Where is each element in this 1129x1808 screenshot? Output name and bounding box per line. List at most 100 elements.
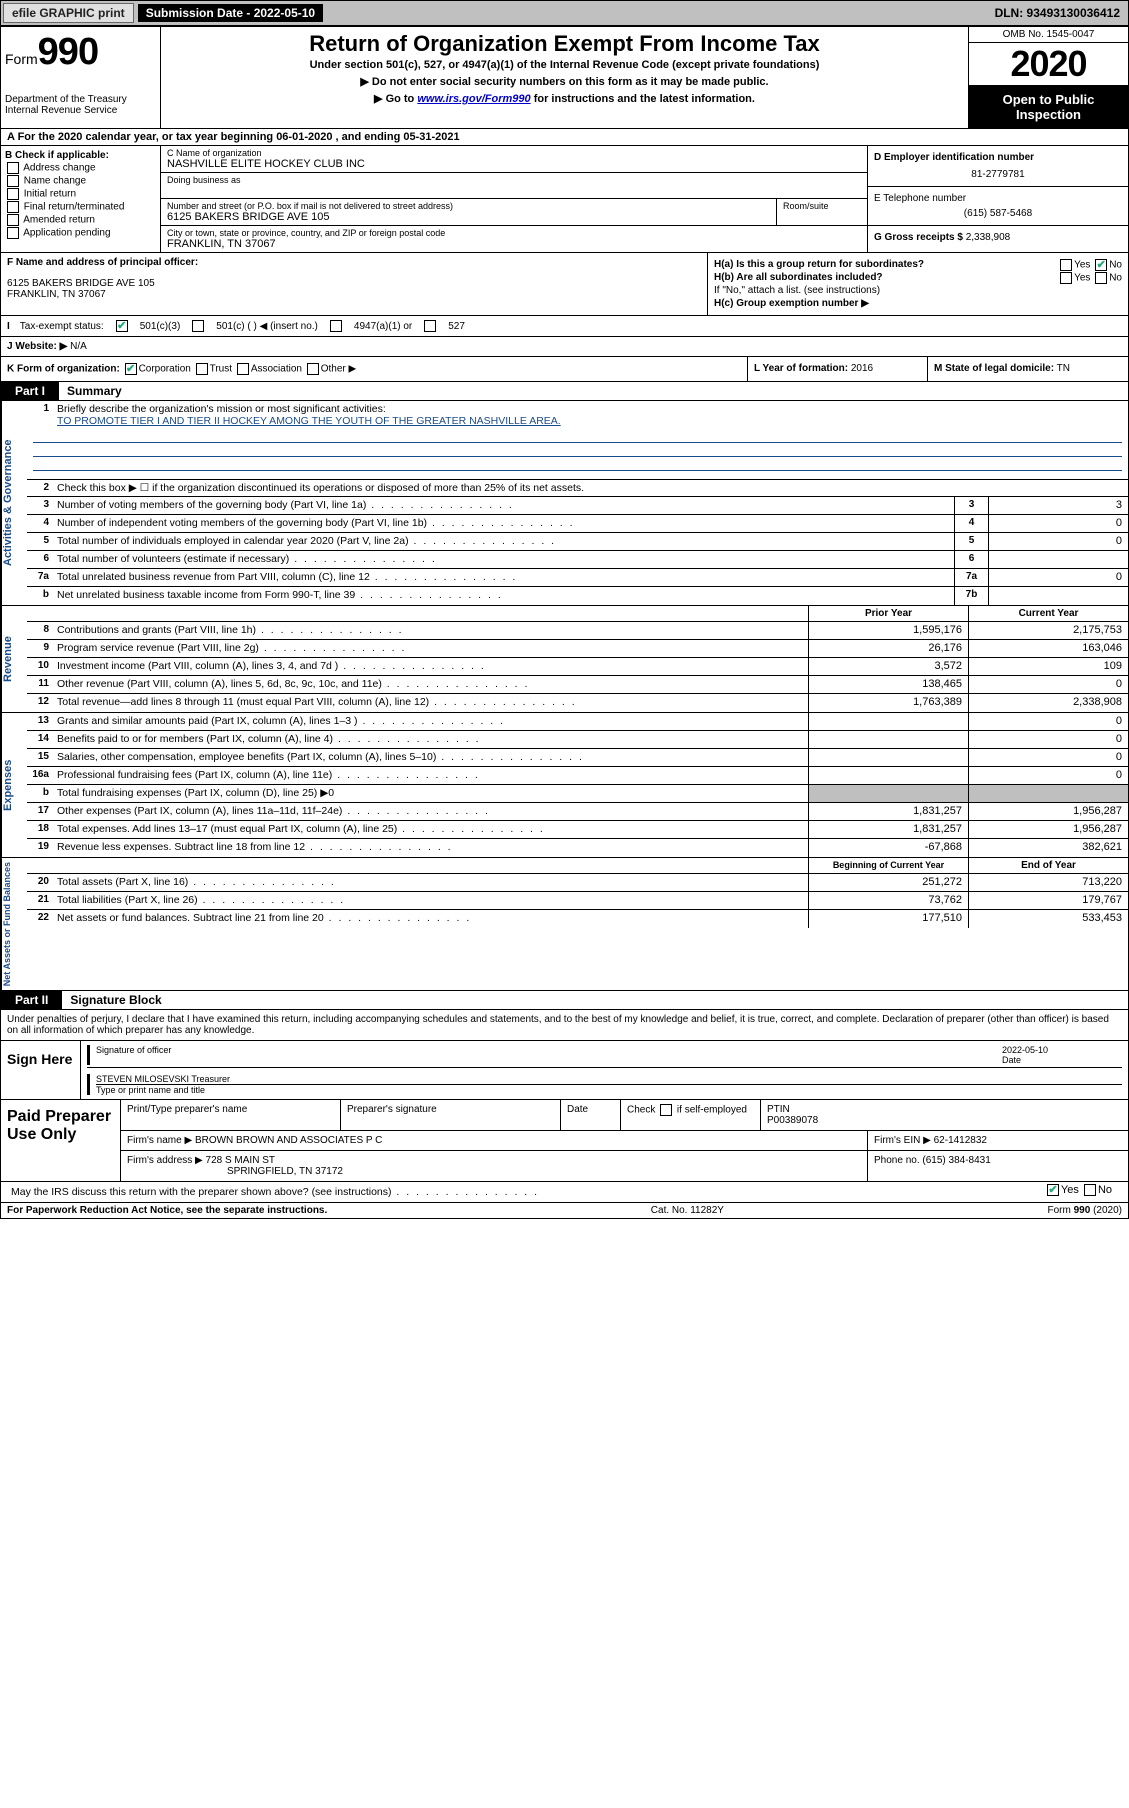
line-21: 21Total liabilities (Part X, line 26)73,…: [27, 892, 1128, 910]
goto-suffix: for instructions and the latest informat…: [531, 93, 755, 105]
l4-text: Number of independent voting members of …: [57, 517, 427, 529]
row-a-tax-year: A For the 2020 calendar year, or tax yea…: [1, 129, 1128, 146]
hdr-beginning-year: Beginning of Current Year: [808, 858, 968, 873]
efile-print-button[interactable]: efile GRAPHIC print: [3, 3, 134, 23]
line-17: 17Other expenses (Part IX, column (A), l…: [27, 803, 1128, 821]
firm-ein-label: Firm's EIN ▶: [874, 1135, 931, 1146]
irs-discuss-yes[interactable]: [1047, 1184, 1059, 1196]
h-b-yes[interactable]: [1060, 272, 1072, 284]
chk-name-change[interactable]: Name change: [5, 175, 156, 187]
officer-addr1: 6125 BAKERS BRIDGE AVE 105: [7, 278, 701, 289]
irs-link[interactable]: www.irs.gov/Form990: [417, 93, 530, 105]
mission-rule-2: [33, 443, 1122, 457]
chk-initial-return[interactable]: Initial return: [5, 188, 156, 200]
chk-trust[interactable]: [196, 363, 208, 375]
line-20-prior: 251,272: [808, 874, 968, 891]
chk-other[interactable]: [307, 363, 319, 375]
sig-date-value: 2022-05-10: [1002, 1045, 1122, 1055]
line-9-prior: 26,176: [808, 640, 968, 657]
efile-topbar: efile GRAPHIC print Submission Date - 20…: [0, 0, 1129, 26]
chk-501c[interactable]: [192, 320, 204, 332]
year-formation-label: L Year of formation:: [754, 363, 848, 374]
ptin-label: PTIN: [767, 1104, 790, 1115]
year-formation-value: 2016: [851, 363, 873, 374]
h-a-no[interactable]: [1095, 259, 1107, 271]
line-16a-prior: [808, 767, 968, 784]
line-10-current: 109: [968, 658, 1128, 675]
form-org-label: K Form of organization:: [7, 364, 120, 375]
sig-officer-label: Signature of officer: [96, 1045, 171, 1055]
row-i-tax-exempt: I Tax-exempt status: 501(c)(3) 501(c) ( …: [1, 316, 1128, 337]
room-label: Room/suite: [783, 201, 861, 211]
part-ii-header: Part II Signature Block: [1, 991, 1128, 1010]
officer-name: STEVEN MILOSEVSKI Treasurer: [96, 1074, 1122, 1085]
chk-amended-return[interactable]: Amended return: [5, 214, 156, 226]
cat-no: Cat. No. 11282Y: [651, 1205, 724, 1216]
line-17-current: 1,956,287: [968, 803, 1128, 820]
side-net-assets: Net Assets or Fund Balances: [1, 858, 27, 990]
self-emp-post: if self-employed: [677, 1105, 747, 1116]
paid-preparer-block: Paid Preparer Use Only Print/Type prepar…: [1, 1100, 1128, 1182]
l1-label: Briefly describe the organization's miss…: [57, 403, 386, 415]
firm-addr1: 728 S MAIN ST: [206, 1155, 275, 1166]
chk-corporation[interactable]: [125, 363, 137, 375]
org-name-label: C Name of organization: [167, 148, 861, 158]
sign-here-block: Sign Here Signature of officer 2022-05-1…: [1, 1041, 1128, 1100]
form-subtitle-3: ▶ Go to www.irs.gov/Form990 for instruct…: [169, 92, 960, 105]
chk-527[interactable]: [424, 320, 436, 332]
officer-addr2: FRANKLIN, TN 37067: [7, 289, 701, 300]
ein-value: 81-2779781: [874, 169, 1122, 180]
prep-sig-hdr: Preparer's signature: [341, 1100, 561, 1130]
l1-mission: TO PROMOTE TIER I AND TIER II HOCKEY AMO…: [57, 415, 561, 427]
paid-preparer-label: Paid Preparer Use Only: [1, 1100, 121, 1181]
chk-association[interactable]: [237, 363, 249, 375]
box-h-group-return: H(a) Is this a group return for subordin…: [708, 253, 1128, 315]
l3-text: Number of voting members of the governin…: [57, 499, 366, 511]
form-subtitle-1: Under section 501(c), 527, or 4947(a)(1)…: [169, 59, 960, 71]
officer-name-label: Type or print name and title: [96, 1085, 1122, 1095]
l7b-text: Net unrelated business taxable income fr…: [57, 589, 355, 601]
chk-address-change[interactable]: Address change: [5, 162, 156, 174]
line-17-prior: 1,831,257: [808, 803, 968, 820]
line-22-prior: 177,510: [808, 910, 968, 928]
line-8-current: 2,175,753: [968, 622, 1128, 639]
firm-phone-value: (615) 384-8431: [922, 1155, 990, 1166]
perjury-statement: Under penalties of perjury, I declare th…: [1, 1010, 1128, 1041]
l2-text: Check this box ▶ ☐ if the organization d…: [53, 480, 1128, 496]
firm-addr2: SPRINGFIELD, TN 37172: [227, 1166, 343, 1177]
line-20-current: 713,220: [968, 874, 1128, 891]
line-10-prior: 3,572: [808, 658, 968, 675]
part-i-header: Part I Summary: [1, 382, 1128, 401]
city-label: City or town, state or province, country…: [167, 228, 861, 238]
goto-prefix: ▶ Go to: [374, 93, 417, 105]
part-i-title: Summary: [59, 382, 130, 400]
form-990: Form990 Department of the Treasury Inter…: [0, 26, 1129, 1219]
chk-final-return[interactable]: Final return/terminated: [5, 201, 156, 213]
omb-number: OMB No. 1545-0047: [969, 27, 1128, 43]
self-emp-pre: Check: [627, 1105, 655, 1116]
part-ii-title: Signature Block: [62, 991, 169, 1009]
box-c-org-info: C Name of organization NASHVILLE ELITE H…: [161, 146, 868, 252]
line-20: 20Total assets (Part X, line 16)251,2727…: [27, 874, 1128, 892]
l5-text: Total number of individuals employed in …: [57, 535, 409, 547]
chk-501c3[interactable]: [116, 320, 128, 332]
line-8: 8Contributions and grants (Part VIII, li…: [27, 622, 1128, 640]
row-j-website: J Website: ▶ N/A: [1, 337, 1128, 357]
hdr-prior-year: Prior Year: [808, 606, 968, 621]
line-21-current: 179,767: [968, 892, 1128, 909]
h-c-label: H(c) Group exemption number ▶: [714, 298, 1122, 309]
chk-self-employed[interactable]: [660, 1104, 672, 1116]
chk-4947[interactable]: [330, 320, 342, 332]
box-b-label: B Check if applicable:: [5, 150, 156, 161]
line-8-prior: 1,595,176: [808, 622, 968, 639]
h-b-no[interactable]: [1095, 272, 1107, 284]
city-value: FRANKLIN, TN 37067: [167, 238, 861, 250]
line-19-prior: -67,868: [808, 839, 968, 857]
chk-application-pending[interactable]: Application pending: [5, 227, 156, 239]
ptin-value: P00389078: [767, 1115, 818, 1126]
irs-discuss-no[interactable]: [1084, 1184, 1096, 1196]
h-a-yes[interactable]: [1060, 259, 1072, 271]
l6-text: Total number of volunteers (estimate if …: [57, 553, 289, 565]
line-19-current: 382,621: [968, 839, 1128, 857]
l7a-value: 0: [988, 569, 1128, 586]
